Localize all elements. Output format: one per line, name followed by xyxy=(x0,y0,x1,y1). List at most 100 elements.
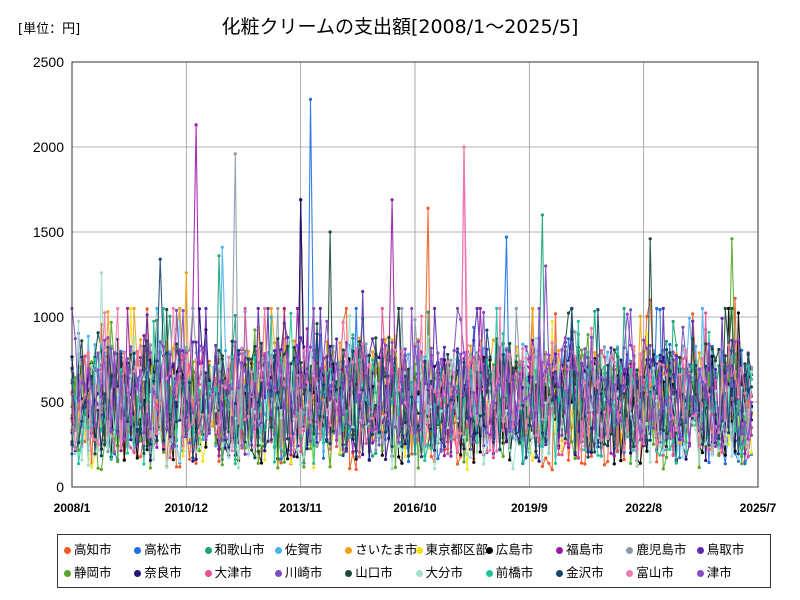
data-point xyxy=(272,349,277,353)
data-point xyxy=(433,306,437,311)
data-point xyxy=(125,306,130,311)
data-point xyxy=(478,414,482,418)
data-point xyxy=(370,337,375,341)
data-point xyxy=(465,467,469,471)
data-point xyxy=(645,421,649,426)
data-point xyxy=(86,368,90,372)
data-point xyxy=(289,403,293,407)
data-point xyxy=(730,237,734,241)
data-point xyxy=(485,431,489,435)
data-point xyxy=(668,428,672,433)
data-point xyxy=(606,399,610,403)
data-point xyxy=(602,442,607,446)
data-point xyxy=(557,349,561,353)
data-point xyxy=(707,330,711,334)
data-point xyxy=(240,446,244,450)
data-point xyxy=(354,396,358,400)
data-point xyxy=(642,391,646,395)
data-point xyxy=(328,367,332,371)
data-point xyxy=(508,353,512,357)
y-tick-label: 500 xyxy=(41,394,65,410)
data-point xyxy=(655,362,659,366)
data-point xyxy=(152,390,156,394)
data-point xyxy=(191,340,195,344)
data-point xyxy=(478,450,482,454)
data-point xyxy=(139,369,143,373)
data-point xyxy=(504,409,509,413)
data-point xyxy=(318,438,322,442)
data-point xyxy=(472,460,476,464)
data-point xyxy=(439,404,443,408)
legend-marker xyxy=(134,547,142,554)
data-point xyxy=(119,449,123,453)
data-point xyxy=(181,444,185,448)
data-point xyxy=(749,433,754,437)
data-point xyxy=(80,339,84,343)
data-point xyxy=(465,426,469,430)
data-point xyxy=(344,352,348,356)
data-point xyxy=(746,388,750,392)
y-tick-label: 2000 xyxy=(33,139,64,155)
data-point xyxy=(426,335,430,339)
data-point xyxy=(253,456,257,460)
data-point xyxy=(220,384,224,388)
data-point xyxy=(292,454,296,458)
data-point xyxy=(282,460,286,464)
data-point xyxy=(410,452,414,456)
data-point xyxy=(697,465,701,470)
data-point xyxy=(736,338,741,342)
data-point xyxy=(488,355,492,359)
data-point xyxy=(436,351,440,355)
data-point xyxy=(700,341,705,345)
data-point xyxy=(367,458,371,462)
data-point xyxy=(426,206,430,210)
data-point xyxy=(566,442,571,446)
data-point xyxy=(671,319,675,324)
data-point xyxy=(96,331,100,335)
data-point xyxy=(540,431,545,435)
data-point xyxy=(478,387,482,391)
data-point xyxy=(632,345,636,349)
data-point xyxy=(223,396,228,400)
data-point xyxy=(540,417,545,421)
data-point xyxy=(524,376,528,381)
legend-label: 広島市 xyxy=(495,542,534,557)
data-point xyxy=(184,345,188,349)
data-point xyxy=(472,436,476,440)
data-point xyxy=(413,430,417,434)
data-point xyxy=(400,461,404,465)
data-point xyxy=(380,439,384,443)
data-point xyxy=(174,439,179,443)
data-point xyxy=(648,373,652,377)
data-point xyxy=(504,348,509,352)
data-point xyxy=(671,350,675,354)
data-point xyxy=(155,438,159,442)
data-point xyxy=(325,408,329,412)
data-point xyxy=(158,401,162,405)
data-point xyxy=(589,408,594,412)
data-point xyxy=(93,357,97,361)
data-point xyxy=(243,369,247,373)
data-point xyxy=(364,425,368,429)
data-point xyxy=(191,411,195,415)
data-point xyxy=(749,400,754,404)
data-point xyxy=(691,416,695,420)
data-point xyxy=(671,416,675,420)
data-point xyxy=(717,347,721,352)
data-point xyxy=(269,389,273,393)
data-point xyxy=(478,423,482,427)
data-point xyxy=(700,398,705,402)
data-point xyxy=(250,448,254,452)
data-point xyxy=(566,367,571,371)
data-point xyxy=(534,369,538,373)
data-point xyxy=(348,467,352,471)
data-point xyxy=(455,448,460,452)
data-point xyxy=(436,405,440,409)
data-point xyxy=(553,312,558,316)
data-point xyxy=(560,386,564,390)
data-point xyxy=(181,309,185,313)
data-point xyxy=(642,442,646,446)
data-point xyxy=(135,352,139,356)
data-point xyxy=(165,307,169,312)
data-point xyxy=(328,384,332,388)
